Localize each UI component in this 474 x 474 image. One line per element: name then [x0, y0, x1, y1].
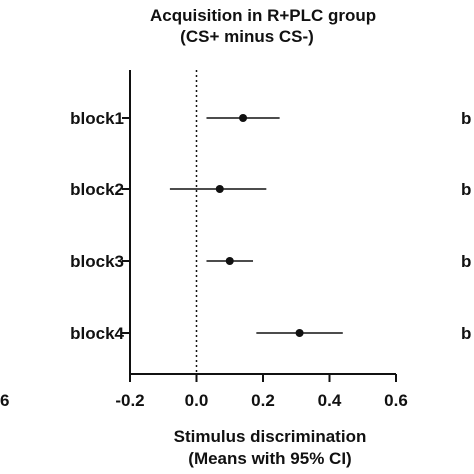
x-tick-label: 0.0 — [185, 391, 209, 410]
category-label-block4: block4 — [70, 324, 124, 343]
clipped-right-category-label: b — [461, 252, 471, 271]
mean-point-block3 — [225, 257, 234, 265]
x-axis-sublabel: (Means with 95% CI) — [188, 449, 352, 468]
x-axis-label: Stimulus discrimination — [173, 427, 367, 446]
category-label-block2: block2 — [70, 180, 124, 199]
clipped-right-category-label: b — [461, 180, 471, 199]
chart-title: Acquisition in R+PLC group — [150, 6, 377, 25]
clipped-left-tick-label: 6 — [0, 391, 9, 410]
y-categories: block1 block2 block3 block4 — [70, 109, 130, 343]
clipped-right-category-label: b — [461, 324, 471, 343]
chart-subtitle: (CS+ minus CS-) — [180, 27, 314, 46]
category-label-block3: block3 — [70, 252, 124, 271]
x-ticks: -0.2 0.0 0.2 0.4 0.6 — [115, 374, 408, 410]
mean-point-block4 — [295, 329, 304, 337]
clipped-right-category-label: b — [461, 109, 471, 128]
mean-point-block2 — [215, 185, 224, 193]
clipped-neighbor-text: 6 b b b b — [0, 109, 471, 410]
x-tick-label: 0.6 — [384, 391, 408, 410]
data-marks — [169, 114, 343, 337]
x-tick-label: 0.4 — [318, 391, 342, 410]
axes — [129, 70, 396, 375]
x-tick-label: 0.2 — [251, 391, 275, 410]
mean-point-block1 — [239, 114, 248, 122]
x-tick-label: -0.2 — [115, 391, 144, 410]
category-label-block1: block1 — [70, 109, 124, 128]
